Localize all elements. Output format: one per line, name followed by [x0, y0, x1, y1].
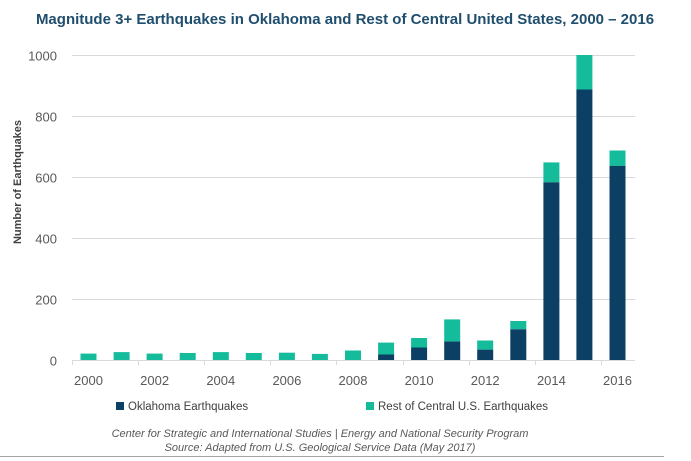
bars: [80, 55, 626, 360]
y-tick-label-600: 600: [35, 171, 57, 186]
x-tick-label-2016: 2016: [603, 373, 632, 388]
legend-swatch-oklahoma: [116, 402, 124, 410]
y-axis-ticks: 0 200 400 600 800 1000: [28, 49, 57, 369]
x-tick-label-2002: 2002: [140, 373, 169, 388]
bar-oklahoma-2011: [444, 341, 461, 360]
gridlines: [72, 55, 635, 300]
bar-rest-central-us-2016: [609, 150, 626, 166]
chart-title: Magnitude 3+ Earthquakes in Oklahoma and…: [36, 11, 654, 28]
bar-rest-central-us-2010: [411, 338, 428, 348]
y-tick-label-1000: 1000: [28, 49, 57, 64]
legend-label-rest-central-us: Rest of Central U.S. Earthquakes: [378, 401, 548, 413]
bar-rest-central-us-2008: [345, 350, 361, 360]
x-tick-label-2012: 2012: [471, 373, 500, 388]
bar-oklahoma-2013: [510, 329, 527, 360]
x-tick-label-2008: 2008: [339, 373, 368, 388]
y-tick-label-200: 200: [35, 293, 57, 308]
bar-rest-central-us-2004: [212, 352, 229, 360]
bar-rest-central-us-2007: [311, 353, 328, 360]
bar-rest-central-us-2005: [245, 353, 262, 360]
bar-rest-central-us-2013: [510, 321, 527, 330]
legend-label-oklahoma: Oklahoma Earthquakes: [128, 401, 248, 413]
y-tick-label-400: 400: [35, 232, 57, 247]
bar-oklahoma-2009: [378, 354, 395, 360]
bar-rest-central-us-2001: [113, 352, 130, 360]
bar-rest-central-us-2006: [278, 352, 295, 360]
bar-rest-central-us-2000: [80, 353, 97, 360]
legend: Oklahoma Earthquakes Rest of Central U.S…: [116, 401, 548, 413]
x-tick-label-2000: 2000: [74, 373, 103, 388]
y-tick-label-800: 800: [35, 110, 57, 125]
bar-rest-central-us-2003: [179, 353, 196, 360]
bar-oklahoma-2016: [609, 165, 626, 360]
bar-rest-central-us-2012: [477, 340, 494, 350]
bar-oklahoma-2010: [411, 347, 428, 360]
y-tick-label-0: 0: [50, 354, 57, 369]
legend-swatch-rest-central-us: [366, 402, 374, 410]
bar-rest-central-us-2009: [378, 342, 395, 355]
bar-rest-central-us-2011: [444, 319, 461, 342]
bar-rest-central-us-2014: [543, 162, 560, 183]
bar-oklahoma-2012: [477, 349, 494, 360]
footer-credit: Center for Strategic and International S…: [112, 428, 529, 440]
bar-oklahoma-2015: [576, 89, 593, 360]
x-axis-ticks: 2000 2002 2004 2006 2008 2010 2012 2014 2016: [72, 360, 632, 388]
y-axis-label: Number of Earthquakes: [12, 120, 24, 244]
footer-source: Source: Adapted from U.S. Geological Ser…: [165, 442, 476, 454]
bar-rest-central-us-2002: [146, 353, 163, 360]
x-tick-label-2004: 2004: [206, 373, 235, 388]
x-tick-label-2010: 2010: [405, 373, 434, 388]
x-tick-label-2014: 2014: [537, 373, 566, 388]
x-tick-label-2006: 2006: [272, 373, 301, 388]
bar-oklahoma-2014: [543, 182, 560, 360]
bar-rest-central-us-2015: [576, 55, 593, 90]
